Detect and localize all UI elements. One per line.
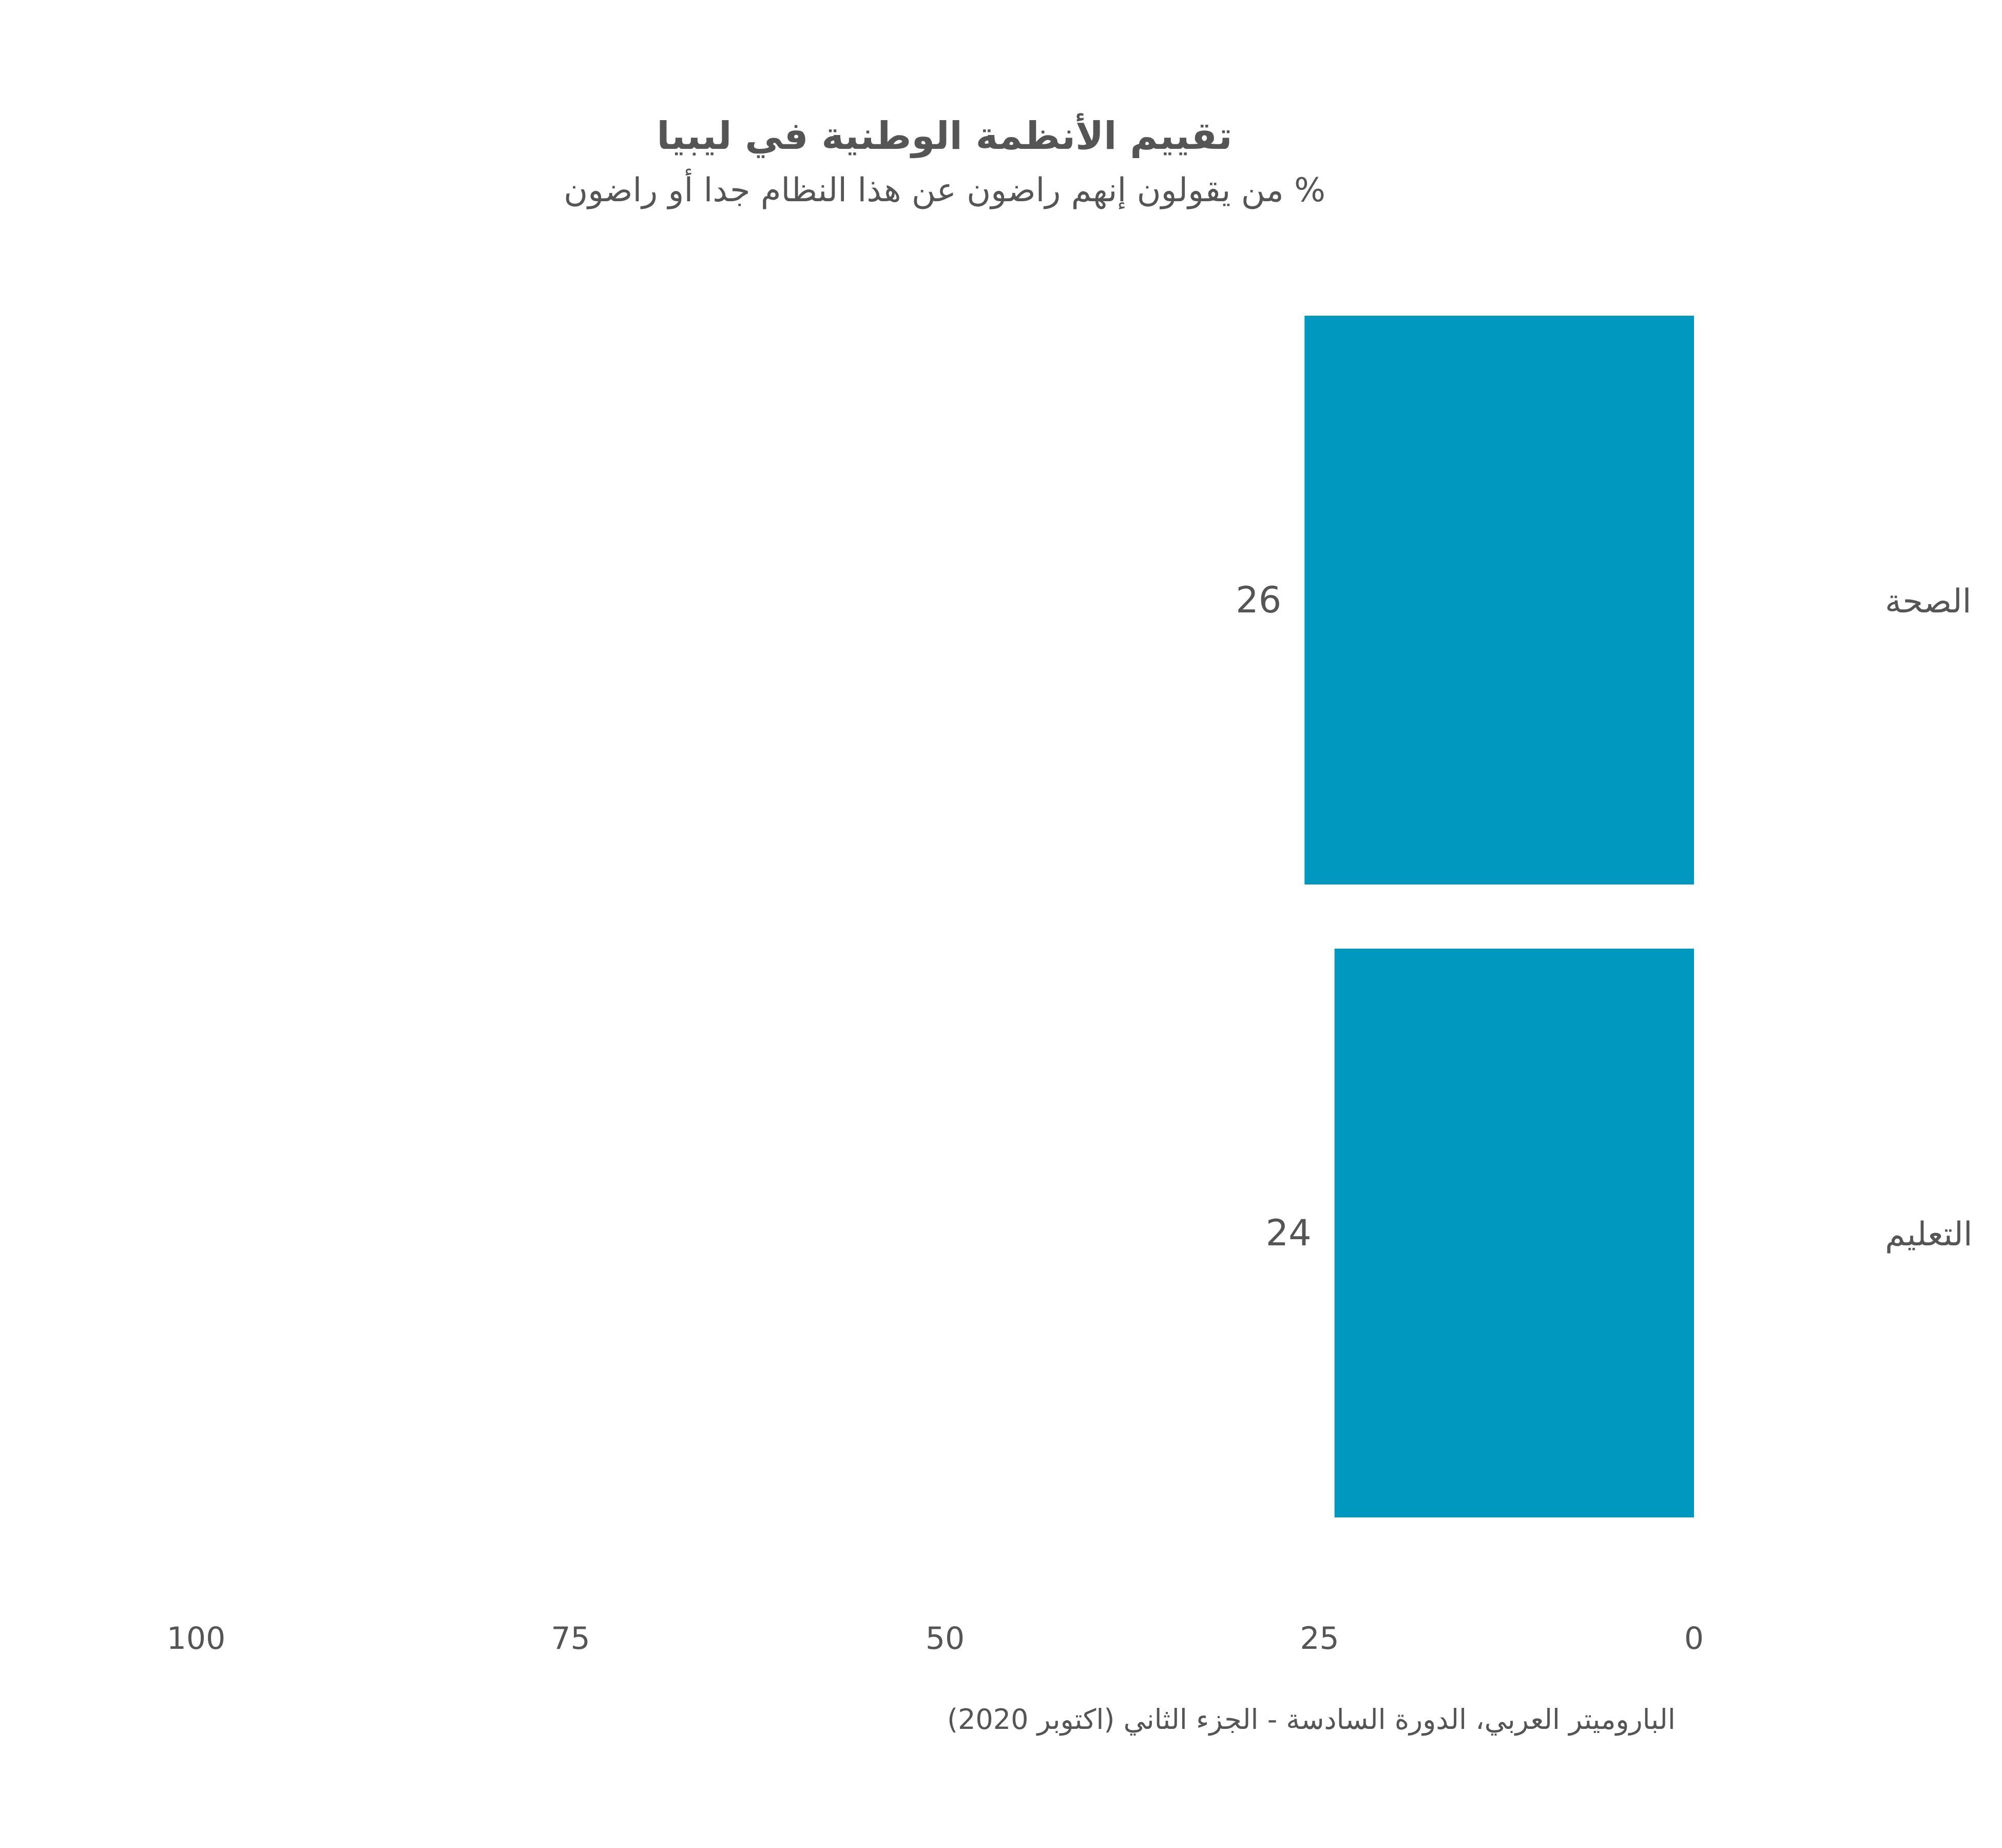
- bar-value-label: 26: [1236, 579, 1281, 621]
- x-tick-label: 50: [926, 1621, 965, 1657]
- bar-value-label: 24: [1266, 1212, 1312, 1254]
- x-axis: 0 25 50 75 100: [167, 1621, 1704, 1657]
- bars-layer: 26 الصحة 24 التعليم: [1236, 316, 1973, 1517]
- bar-2: [1334, 949, 1694, 1517]
- bar-1: [1304, 316, 1694, 884]
- chart-subtitle: % من يقولون إنهم راضون عن هذا النظام جدا…: [564, 168, 1325, 209]
- x-tick-label: 75: [551, 1621, 590, 1657]
- chart-title: تقييم الأنظمة الوطنية في ليبيا: [657, 113, 1232, 159]
- x-tick-label: 25: [1300, 1621, 1339, 1657]
- source-note: الباروميتر العربي، الدورة السادسة - الجز…: [947, 1703, 1676, 1736]
- x-tick-label: 0: [1684, 1621, 1704, 1657]
- category-label: التعليم: [1885, 1216, 1973, 1254]
- category-label: الصحة: [1885, 583, 1971, 621]
- x-tick-label: 100: [167, 1621, 226, 1657]
